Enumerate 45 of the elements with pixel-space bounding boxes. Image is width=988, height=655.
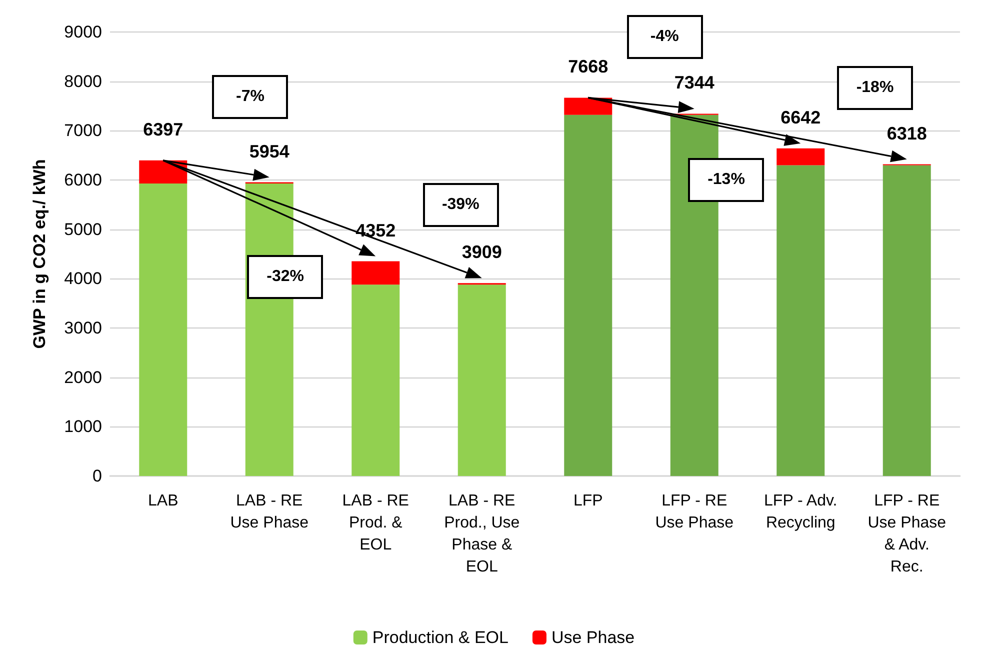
- x-tick-label: LFP - RE Use Phase: [655, 492, 734, 532]
- bar: [139, 160, 188, 184]
- total-label: 6318: [886, 123, 927, 144]
- bar: [352, 261, 400, 285]
- legend-label: Use Phase: [551, 628, 635, 647]
- x-tick-label: LFP: [573, 492, 603, 510]
- x-tick-label: LAB - RE Prod., Use Phase & EOL: [444, 492, 520, 576]
- bar: [352, 284, 400, 476]
- total-label: 6642: [780, 107, 821, 128]
- bar: [564, 114, 612, 476]
- bar: [882, 165, 931, 476]
- annotation: -13%: [688, 158, 764, 202]
- annotation: -7%: [212, 75, 288, 120]
- x-tick-label: LFP - RE Use Phase & Adv. Rec.: [868, 492, 946, 576]
- annotation: -18%: [837, 66, 913, 110]
- total-label: 6397: [143, 119, 184, 140]
- y-tick-label: 8000: [64, 72, 102, 91]
- y-axis-title: GWP in g CO2 eq./ kWh: [30, 159, 49, 349]
- bar: [139, 183, 188, 476]
- total-label: 4352: [356, 220, 396, 240]
- annotation: -39%: [422, 183, 499, 228]
- x-tick-label: LAB: [148, 492, 178, 510]
- annotation: -32%: [247, 255, 324, 300]
- y-tick-label: 4000: [64, 269, 102, 288]
- y-tick-label: 9000: [64, 22, 102, 42]
- y-tick-label: 2000: [64, 368, 102, 387]
- bar: [776, 148, 825, 166]
- annotation: -4%: [626, 14, 703, 59]
- y-tick-label: 3000: [64, 318, 102, 338]
- bar: [458, 284, 506, 476]
- x-tick-label: LAB - RE Prod. & EOL: [342, 492, 409, 554]
- y-tick-label: 1000: [64, 417, 102, 436]
- x-tick-label: LAB - RE Use Phase: [230, 492, 309, 532]
- total-label: 7668: [568, 56, 608, 77]
- y-tick-label: 0: [92, 466, 102, 486]
- bar: [564, 98, 612, 115]
- y-tick-label: 5000: [64, 220, 102, 239]
- legend-label: Production & EOL: [372, 628, 508, 647]
- total-label: 7344: [674, 72, 714, 93]
- y-tick-label: 6000: [64, 170, 102, 190]
- bar: [776, 165, 825, 476]
- x-tick-label: LFP - Adv. Recycling: [764, 492, 838, 532]
- total-label: 5954: [249, 141, 290, 162]
- y-tick-label: 7000: [64, 121, 102, 140]
- total-label: 3909: [462, 242, 502, 262]
